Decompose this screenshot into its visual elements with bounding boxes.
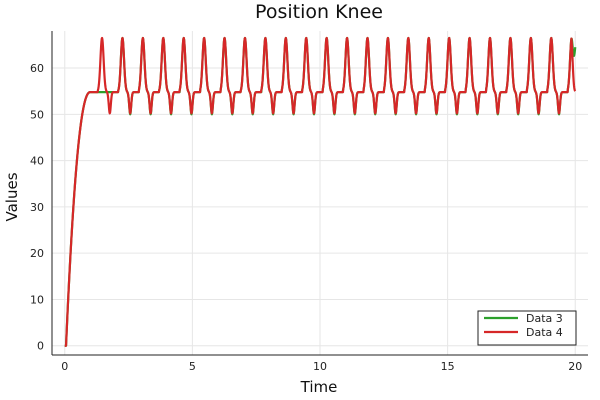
y-tick-label: 30 — [30, 201, 44, 214]
y-tick-label: 20 — [30, 247, 44, 260]
x-tick-label: 10 — [313, 360, 327, 373]
y-tick-label: 60 — [30, 62, 44, 75]
x-axis-title: Time — [300, 378, 338, 396]
x-tick-labels: 0 5 10 15 20 — [61, 360, 582, 373]
y-tick-label: 50 — [30, 108, 44, 121]
y-tick-labels: 0 10 20 30 40 50 60 — [30, 62, 44, 353]
legend-label-data-3: Data 3 — [526, 312, 563, 325]
series-layer — [63, 36, 577, 347]
axes — [51, 31, 588, 356]
chart-title: Position Knee — [255, 1, 383, 23]
x-tick-label: 20 — [568, 360, 582, 373]
y-tick-label: 40 — [30, 155, 44, 168]
legend: Data 3 Data 4 — [477, 310, 577, 346]
y-axis-title: Values — [3, 172, 21, 221]
series-line-data-4 — [63, 36, 577, 347]
x-tick-label: 15 — [441, 360, 455, 373]
x-tick-label: 0 — [61, 360, 68, 373]
x-tick-label: 5 — [189, 360, 196, 373]
legend-box — [477, 310, 577, 346]
legend-label-data-4: Data 4 — [526, 326, 563, 339]
y-tick-label: 0 — [37, 340, 44, 353]
y-tick-label: 10 — [30, 293, 44, 306]
